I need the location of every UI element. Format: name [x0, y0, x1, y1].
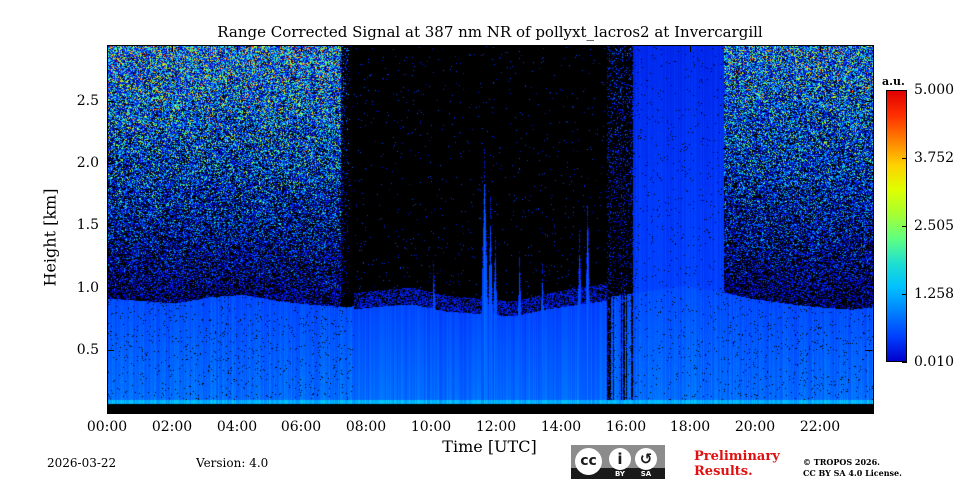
y-axis-tick: [107, 101, 114, 102]
y-axis-tick: [107, 288, 114, 289]
y-axis-tick-label: 2.0: [76, 155, 99, 171]
colorbar-tick-label: 5.000: [914, 82, 955, 98]
y-axis-tick: [107, 225, 114, 226]
y-axis-tick: [865, 101, 872, 102]
cc-attribution-icon: i: [609, 448, 631, 470]
copyright-line: © TROPOS 2026.: [803, 457, 880, 467]
quicklook-heatmap-canvas[interactable]: [108, 46, 873, 413]
x-axis-tick: [561, 405, 562, 412]
colorbar-tick: [902, 158, 907, 159]
colorbar-tick-label: 3.752: [914, 150, 955, 166]
y-axis-tick-label: 0.5: [76, 342, 99, 358]
x-axis-tick: [237, 405, 238, 412]
x-axis-tick-label: 08:00: [345, 419, 387, 435]
y-axis-tick-label: 1.0: [76, 280, 99, 296]
y-axis-tick: [107, 350, 114, 351]
x-axis-tick: [172, 405, 173, 412]
x-axis-tick: [107, 45, 108, 52]
x-axis-tick: [237, 45, 238, 52]
x-axis-tick: [172, 45, 173, 52]
cc-logo-icon: cc: [575, 448, 602, 475]
colorbar-tick: [902, 294, 907, 295]
x-axis-tick-label: 12:00: [475, 419, 517, 435]
x-axis-tick-label: 04:00: [216, 419, 258, 435]
colorbar-tick-label: 0.010: [914, 354, 955, 370]
x-axis-tick-label: 10:00: [410, 419, 452, 435]
x-axis-tick: [755, 45, 756, 52]
x-axis-tick: [626, 405, 627, 412]
copyright-credit: © TROPOS 2026. CC BY SA 4.0 License.: [803, 457, 902, 479]
cc-badge-strip: [571, 468, 665, 479]
colorbar-tick: [902, 362, 907, 363]
x-axis-tick-label: 14:00: [540, 419, 582, 435]
y-axis-label: Height [km]: [40, 188, 60, 287]
x-axis-label: Time [UTC]: [442, 437, 537, 456]
x-axis-tick: [690, 45, 691, 52]
x-axis-tick: [366, 405, 367, 412]
colorbar-tick: [902, 90, 907, 91]
cc-sharealike-label: SA: [640, 470, 652, 478]
x-axis-tick-label: 16:00: [605, 419, 647, 435]
y-axis-tick: [865, 350, 872, 351]
creative-commons-license-icon[interactable]: cc i ↺ BY SA: [571, 445, 665, 479]
y-axis-tick: [865, 288, 872, 289]
colorbar-unit-label: a.u.: [882, 75, 905, 88]
y-axis-tick: [107, 163, 114, 164]
x-axis-tick: [496, 405, 497, 412]
y-axis-tick-label: 1.5: [76, 217, 99, 233]
cc-attribution-label: BY: [614, 470, 626, 478]
x-axis-tick-label: 00:00: [86, 419, 128, 435]
x-axis-tick-label: 02:00: [151, 419, 193, 435]
x-axis-tick: [820, 45, 821, 52]
cc-sharealike-icon: ↺: [635, 448, 657, 470]
x-axis-tick: [755, 405, 756, 412]
x-axis-tick: [431, 45, 432, 52]
x-axis-tick: [820, 405, 821, 412]
heatmap-plot-area[interactable]: [107, 45, 874, 414]
colorbar-tick-label: 1.258: [914, 286, 955, 302]
x-axis-tick: [301, 405, 302, 412]
x-axis-tick: [561, 45, 562, 52]
footer-version: Version: 4.0: [196, 456, 269, 470]
x-axis-tick: [690, 405, 691, 412]
preliminary-results-notice: Preliminary Results.: [694, 449, 780, 479]
x-axis-tick: [496, 45, 497, 52]
y-axis-tick: [865, 225, 872, 226]
x-axis-tick: [107, 405, 108, 412]
x-axis-tick: [366, 45, 367, 52]
x-axis-tick: [301, 45, 302, 52]
y-axis-tick: [865, 163, 872, 164]
x-axis-tick: [431, 405, 432, 412]
x-axis-tick-label: 20:00: [734, 419, 776, 435]
x-axis-tick-label: 22:00: [799, 419, 841, 435]
page-title: Range Corrected Signal at 387 nm NR of p…: [217, 23, 763, 41]
y-axis-tick-label: 2.5: [76, 93, 99, 109]
x-axis-tick-label: 18:00: [669, 419, 711, 435]
footer-date: 2026-03-22: [47, 456, 117, 470]
colorbar-tick: [902, 226, 907, 227]
x-axis-tick: [626, 45, 627, 52]
license-line: CC BY SA 4.0 License.: [803, 468, 902, 478]
x-axis-tick-label: 06:00: [280, 419, 322, 435]
colorbar-tick-label: 2.505: [914, 218, 955, 234]
